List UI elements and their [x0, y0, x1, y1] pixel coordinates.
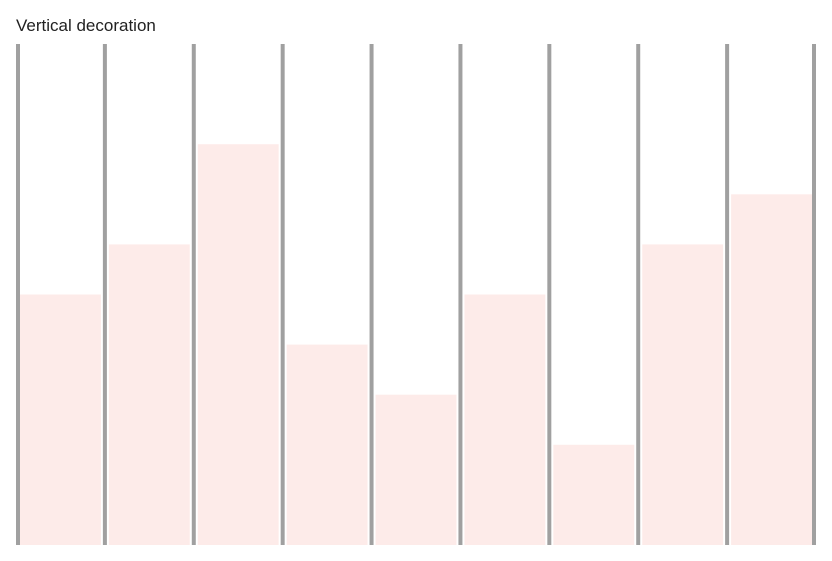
bar-chart	[16, 44, 816, 545]
bar-7	[553, 444, 635, 545]
bar-5	[375, 394, 457, 545]
bar-4	[286, 344, 368, 545]
chart-area	[16, 44, 816, 545]
bar-2	[108, 244, 190, 545]
chart-title: Vertical decoration	[16, 16, 156, 35]
bar-3	[197, 144, 279, 545]
bar-9	[731, 194, 812, 545]
bar-6	[464, 294, 546, 545]
bar-1	[20, 294, 101, 545]
bar-8	[642, 244, 724, 545]
